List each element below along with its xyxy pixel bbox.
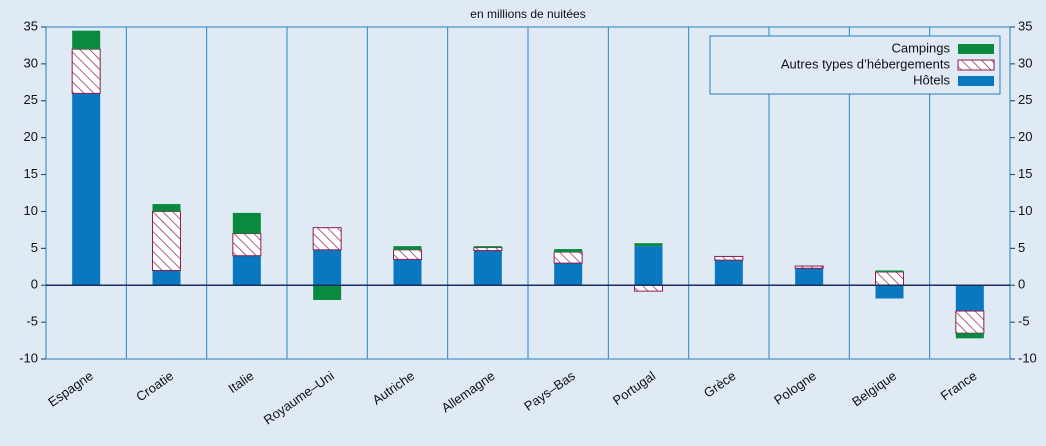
y2-tick-label: -10: [1018, 350, 1037, 365]
legend-swatch: [957, 59, 995, 71]
bar-segment: [71, 48, 101, 94]
y2-tick-label: 30: [1018, 55, 1032, 70]
legend-label: Autres types d’hébergements: [781, 56, 951, 71]
bar-segment: [553, 251, 583, 264]
bar-segment: [634, 284, 663, 292]
y2-tick-label: 25: [1018, 92, 1032, 107]
y-tick-label: 0: [31, 277, 38, 292]
bar-segment: [232, 255, 261, 286]
bar-segment: [313, 285, 342, 300]
chart-subtitle: en millions de nuitées: [470, 7, 585, 21]
bar-segment: [955, 333, 984, 339]
legend-swatch: [958, 44, 994, 54]
y-tick-label: 30: [24, 55, 38, 70]
bar-segment: [955, 310, 985, 334]
bar-segment: [955, 285, 984, 312]
y-tick-label: 15: [24, 166, 38, 181]
bar-segment: [634, 246, 663, 286]
bar-segment: [714, 255, 744, 261]
bar-segment: [875, 271, 904, 286]
bar-segment: [312, 227, 342, 251]
y-tick-label: 25: [24, 92, 38, 107]
bar-segment: [473, 247, 503, 252]
y2-tick-label: 35: [1018, 18, 1032, 33]
y2-tick-label: 15: [1018, 166, 1032, 181]
legend-box: [709, 35, 1001, 95]
y-tick-label: -5: [26, 314, 38, 329]
bar-segment: [393, 259, 422, 286]
bar-segment: [232, 233, 262, 257]
y-tick-label: -10: [19, 350, 38, 365]
bar-segment: [473, 246, 502, 248]
y2-tick-label: -5: [1018, 314, 1030, 329]
bar-segment: [72, 93, 101, 286]
bar-segment: [795, 268, 824, 286]
bar-segment: [554, 249, 583, 253]
bar-segment: [554, 263, 583, 286]
bar-segment: [72, 30, 101, 50]
legend-label: Hôtels: [913, 72, 950, 87]
bar-segment: [634, 243, 663, 247]
bar-segment: [393, 246, 422, 250]
bar-segment: [152, 210, 181, 271]
y-tick-label: 35: [24, 18, 38, 33]
bar-segment: [875, 285, 904, 299]
y2-tick-label: 0: [1018, 277, 1025, 292]
bar-segment: [152, 204, 181, 212]
bar-segment: [152, 270, 181, 286]
y2-tick-label: 20: [1018, 129, 1032, 144]
y-tick-label: 20: [24, 129, 38, 144]
y-tick-label: 5: [31, 240, 38, 255]
y2-tick-label: 10: [1018, 203, 1032, 218]
bar-segment: [794, 265, 824, 269]
bar-segment: [393, 249, 422, 260]
bar-segment: [313, 249, 342, 286]
y2-tick-label: 5: [1018, 240, 1025, 255]
legend-swatch: [958, 76, 994, 86]
y-tick-label: 10: [24, 203, 38, 218]
bar-segment: [875, 270, 904, 272]
bar-segment: [473, 250, 502, 286]
legend-label: Campings: [891, 40, 950, 55]
bar-segment: [232, 212, 261, 234]
bar-segment: [714, 260, 743, 286]
